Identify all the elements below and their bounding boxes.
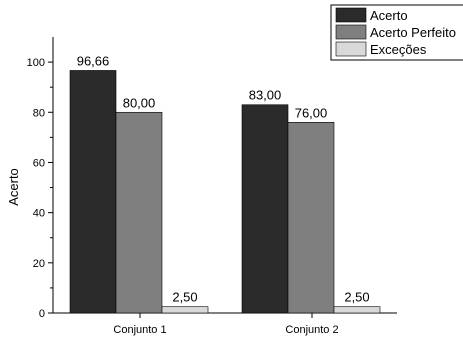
y-tick-label: 0 xyxy=(39,308,45,320)
legend[interactable]: Acerto Acerto Perfeito Exceções xyxy=(330,4,463,61)
legend-swatch xyxy=(335,7,367,23)
bar-acerto-perfeito-2 xyxy=(287,122,335,314)
bar-acerto-2 xyxy=(241,104,289,314)
legend-entry[interactable]: Acerto xyxy=(370,8,408,23)
y-tick-label: 100 xyxy=(27,57,45,69)
legend-entry[interactable]: Acerto Perfeito xyxy=(370,25,456,40)
y-tick-label: 60 xyxy=(33,157,45,169)
y-tick-label: 80 xyxy=(33,107,45,119)
data-label: 2,50 xyxy=(344,290,369,305)
bar-acerto-perfeito-1 xyxy=(115,111,163,314)
data-label: 76,00 xyxy=(295,105,328,120)
data-label: 2,50 xyxy=(172,290,197,305)
bar-exce-es-1 xyxy=(161,306,209,314)
x-tick-label: Conjunto 1 xyxy=(113,324,166,336)
legend-swatch xyxy=(335,24,367,40)
data-labels: 96,66 80,00 2,50 83,00 76,00 2,50 xyxy=(77,53,370,304)
bar-exce-es-2 xyxy=(333,306,381,314)
bar-acerto-1 xyxy=(69,70,117,314)
data-label: 83,00 xyxy=(249,88,282,103)
legend-entry[interactable]: Exceções xyxy=(370,42,427,57)
data-label: 80,00 xyxy=(123,95,156,110)
legend-swatch xyxy=(335,41,367,57)
y-axis-title: Acerto xyxy=(6,168,21,206)
y-tick-label: 20 xyxy=(33,258,45,270)
axes: 0 20 40 60 80 100 Acerto Conjunto 1 Conjunto 2 xyxy=(6,37,397,336)
y-tick-label: 40 xyxy=(33,208,45,220)
data-label: 96,66 xyxy=(77,53,110,68)
x-tick-label: Conjunto 2 xyxy=(285,324,338,336)
bars xyxy=(69,70,381,314)
